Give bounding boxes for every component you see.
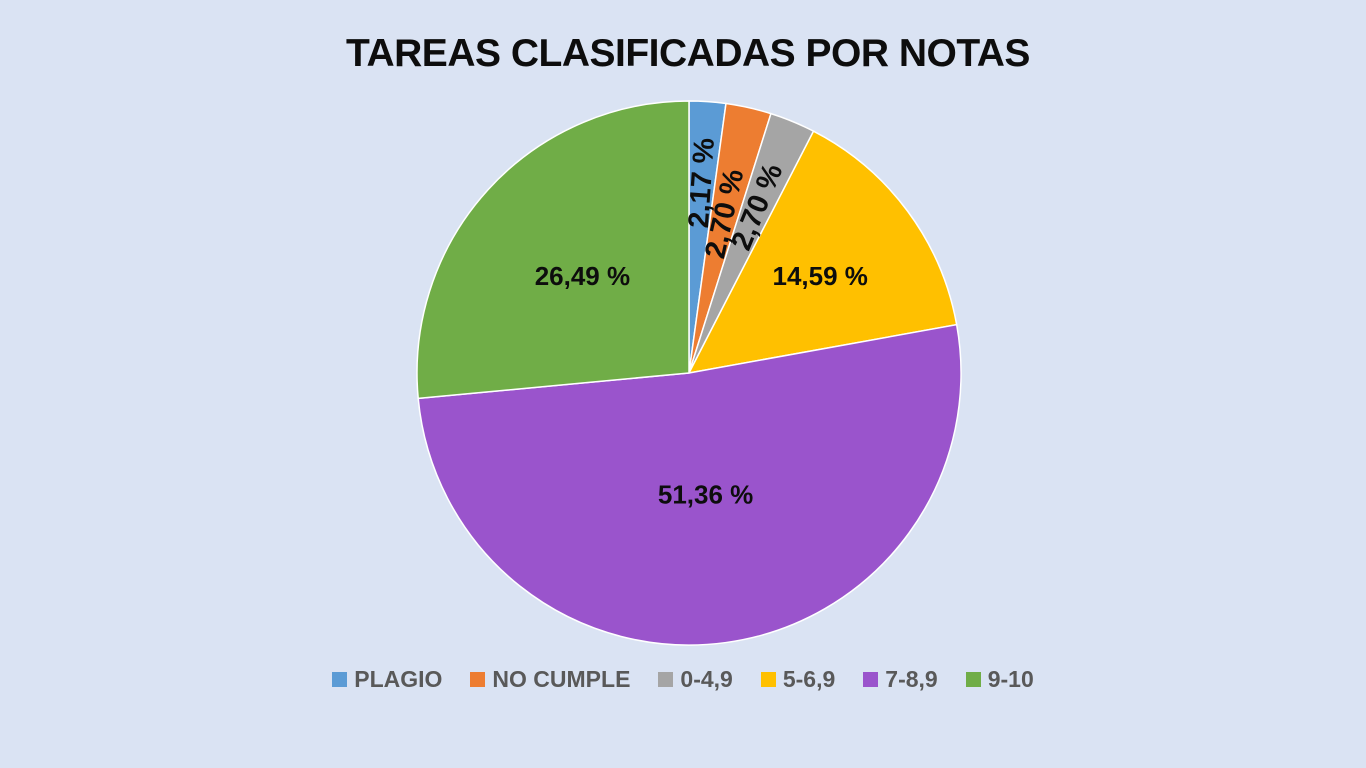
- legend-swatch: [470, 672, 486, 687]
- legend-swatch: [658, 672, 674, 687]
- chart-legend: PLAGIO NO CUMPLE 0-4,9 5-6,9 7-8,9 9-10: [0, 666, 1366, 693]
- legend-item-5-6-9: 5-6,9: [760, 666, 836, 693]
- legend-item-7-8-9: 7-8,9: [863, 666, 938, 693]
- data-label-plagio: 2,17 %: [683, 137, 721, 229]
- pie-slice-9-10: [416, 100, 690, 400]
- data-label-5-6-9: 14,59 %: [772, 261, 867, 291]
- legend-label: NO CUMPLE: [492, 666, 631, 692]
- legend-item-0-4-9: 0-4,9: [658, 666, 733, 693]
- legend-item-plagio: PLAGIO: [332, 666, 442, 693]
- legend-label: PLAGIO: [354, 666, 443, 692]
- legend-swatch: [863, 672, 879, 687]
- data-label-9-10: 26,49 %: [535, 261, 630, 291]
- pie-slice-7-8-9: [417, 323, 962, 646]
- legend-item-no-cumple: NO CUMPLE: [470, 666, 630, 693]
- legend-label: 0-4,9: [680, 666, 733, 692]
- data-label-7-8-9: 51,36 %: [658, 479, 753, 509]
- pie-slices: [416, 100, 962, 646]
- legend-label: 9-10: [987, 666, 1034, 692]
- legend-item-9-10: 9-10: [965, 666, 1034, 693]
- pie-slice-5-6-9: [687, 130, 958, 375]
- pie-data-labels: 2,17 %2,70 %2,70 %14,59 %51,36 %26,49 %: [535, 137, 868, 510]
- chart-title: TAREAS CLASIFICADAS POR NOTAS: [346, 32, 1030, 75]
- legend-swatch: [760, 672, 776, 687]
- legend-label: 5-6,9: [782, 666, 836, 692]
- legend-swatch: [332, 672, 348, 687]
- legend-label: 7-8,9: [885, 666, 938, 692]
- pie-plot-area: 2,17 %2,70 %2,70 %14,59 %51,36 %26,49 %: [416, 100, 962, 646]
- legend-swatch: [965, 672, 981, 687]
